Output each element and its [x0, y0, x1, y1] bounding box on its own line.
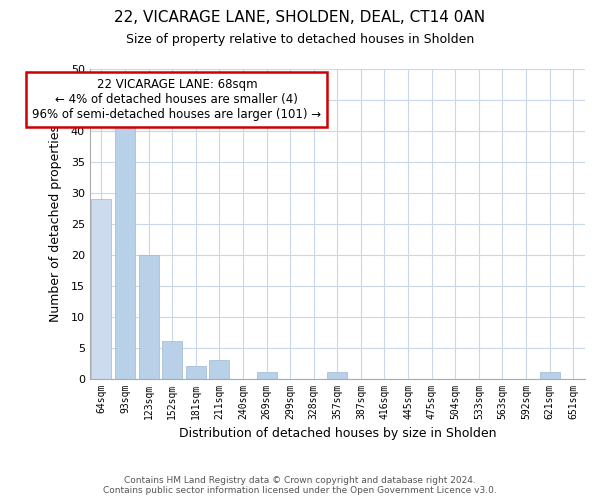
- Bar: [209, 360, 229, 378]
- Y-axis label: Number of detached properties: Number of detached properties: [49, 126, 62, 322]
- Text: 22, VICARAGE LANE, SHOLDEN, DEAL, CT14 0AN: 22, VICARAGE LANE, SHOLDEN, DEAL, CT14 0…: [115, 10, 485, 25]
- Bar: [91, 199, 112, 378]
- Bar: [257, 372, 277, 378]
- Bar: [186, 366, 206, 378]
- Text: Size of property relative to detached houses in Sholden: Size of property relative to detached ho…: [126, 32, 474, 46]
- Text: 22 VICARAGE LANE: 68sqm
← 4% of detached houses are smaller (4)
96% of semi-deta: 22 VICARAGE LANE: 68sqm ← 4% of detached…: [32, 78, 322, 122]
- Bar: [327, 372, 347, 378]
- Bar: [162, 342, 182, 378]
- Bar: [115, 118, 135, 378]
- Bar: [539, 372, 560, 378]
- Bar: [139, 254, 158, 378]
- X-axis label: Distribution of detached houses by size in Sholden: Distribution of detached houses by size …: [179, 427, 496, 440]
- Text: Contains HM Land Registry data © Crown copyright and database right 2024.
Contai: Contains HM Land Registry data © Crown c…: [103, 476, 497, 495]
